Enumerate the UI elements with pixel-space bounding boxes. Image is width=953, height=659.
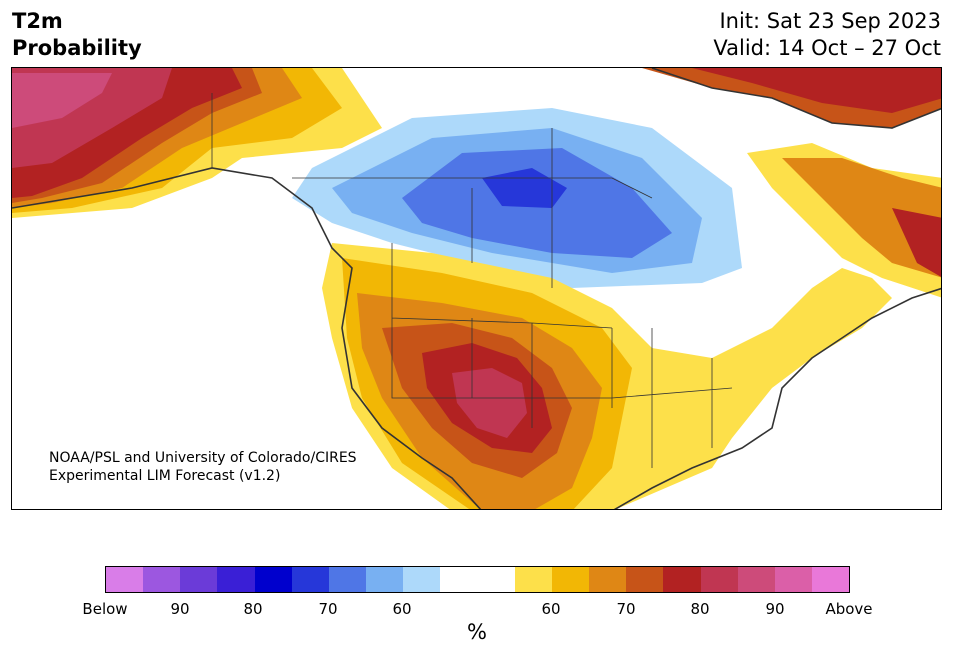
colorbar-segment (774, 567, 812, 592)
map-title: T2m Probability (12, 8, 142, 62)
east-canada-above-80 (892, 208, 941, 277)
colorbar-segment (254, 567, 292, 592)
colorbar-segment (514, 567, 552, 592)
credit-line-2: Experimental LIM Forecast (v1.2) (49, 468, 281, 484)
colorbar-segment (366, 567, 404, 592)
cb-label-8: 90 (765, 600, 785, 618)
us-above-85 (452, 368, 527, 438)
coastline (12, 68, 941, 509)
colorbar-segment (440, 567, 478, 592)
colorbar-segment (589, 567, 627, 592)
title-line-2: Probability (12, 36, 142, 60)
map-svg (12, 68, 941, 509)
colorbar-segment (328, 567, 367, 592)
cb-label-5: 60 (541, 600, 561, 618)
colorbar-segment (663, 567, 701, 592)
colorbar (105, 566, 850, 593)
colorbar-segment (180, 567, 218, 592)
borders (211, 93, 733, 468)
init-date: Init: Sat 23 Sep 2023 (719, 9, 941, 33)
cb-label-9: Above (825, 600, 873, 618)
forecast-dates: Init: Sat 23 Sep 2023 Valid: 14 Oct – 27… (713, 8, 941, 62)
title-line-1: T2m (12, 9, 63, 33)
colorbar-segment (737, 567, 775, 592)
credit-text: NOAA/PSL and University of Colorado/CIRE… (49, 449, 357, 485)
cb-label-3: 70 (318, 600, 338, 618)
colorbar-segment (700, 567, 738, 592)
cb-label-1: 90 (170, 600, 190, 618)
cb-label-7: 80 (690, 600, 710, 618)
colorbar-units: % (467, 620, 487, 644)
valid-range: Valid: 14 Oct – 27 Oct (713, 36, 941, 60)
credit-line-1: NOAA/PSL and University of Colorado/CIRE… (49, 450, 357, 466)
forecast-map (11, 67, 942, 510)
colorbar-segment (291, 567, 329, 592)
colorbar-segment (477, 567, 515, 592)
alaska-above-90 (12, 73, 112, 128)
colorbar-segment (811, 567, 850, 592)
colorbar-segment (143, 567, 181, 592)
cb-label-6: 70 (616, 600, 636, 618)
colorbar-segment (403, 567, 441, 592)
east-canada-above-70 (782, 158, 941, 278)
colorbar-segment (626, 567, 664, 592)
colorbar-segment (106, 567, 144, 592)
greenland-above-80 (692, 68, 941, 113)
colorbar-segment (551, 567, 590, 592)
cb-label-0: Below (82, 600, 128, 618)
cb-label-4: 60 (392, 600, 412, 618)
cb-label-2: 80 (243, 600, 263, 618)
colorbar-segment (217, 567, 255, 592)
